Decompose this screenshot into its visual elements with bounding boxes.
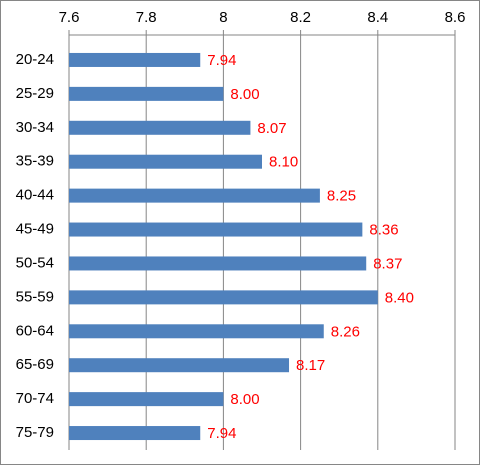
value-label: 7.94	[207, 425, 236, 442]
y-tick-label: 20-24	[16, 51, 54, 68]
x-tick-label: 8.6	[445, 9, 466, 26]
value-label: 8.17	[296, 357, 325, 374]
y-tick-label: 30-34	[16, 119, 54, 136]
y-tick-label: 45-49	[16, 221, 54, 238]
y-tick-label: 65-69	[16, 356, 54, 373]
bar	[69, 392, 224, 407]
value-label: 8.37	[373, 255, 402, 272]
bar	[69, 290, 378, 305]
y-tick-label: 50-54	[16, 254, 54, 271]
y-tick-label: 40-44	[16, 187, 54, 204]
value-label: 8.26	[331, 323, 360, 340]
bar	[69, 86, 224, 101]
y-tick-label: 70-74	[16, 390, 54, 407]
value-label: 8.10	[269, 154, 298, 171]
value-label: 8.40	[385, 289, 414, 306]
x-tick-label: 8	[219, 9, 227, 26]
bar	[69, 358, 290, 373]
y-tick-label: 55-59	[16, 288, 54, 305]
y-tick-label: 25-29	[16, 85, 54, 102]
x-tick-label: 7.6	[59, 9, 80, 26]
bar	[69, 426, 201, 441]
x-tick-label: 8.4	[367, 9, 388, 26]
value-label: 8.00	[230, 391, 259, 408]
bar	[69, 324, 324, 339]
value-label: 8.36	[369, 222, 398, 239]
y-tick-label: 35-39	[16, 153, 54, 170]
bar	[69, 256, 367, 271]
y-tick-label: 75-79	[16, 424, 54, 441]
x-tick-label: 8.2	[290, 9, 311, 26]
bar	[69, 120, 251, 135]
value-label: 8.07	[257, 120, 286, 137]
value-label: 7.94	[207, 52, 236, 69]
value-label: 8.25	[327, 188, 356, 205]
bar	[69, 52, 201, 67]
bar	[69, 154, 262, 169]
bar	[69, 188, 320, 203]
value-label: 8.00	[230, 86, 259, 103]
x-tick-label: 7.8	[136, 9, 157, 26]
y-tick-label: 60-64	[16, 322, 54, 339]
bar	[69, 222, 363, 237]
